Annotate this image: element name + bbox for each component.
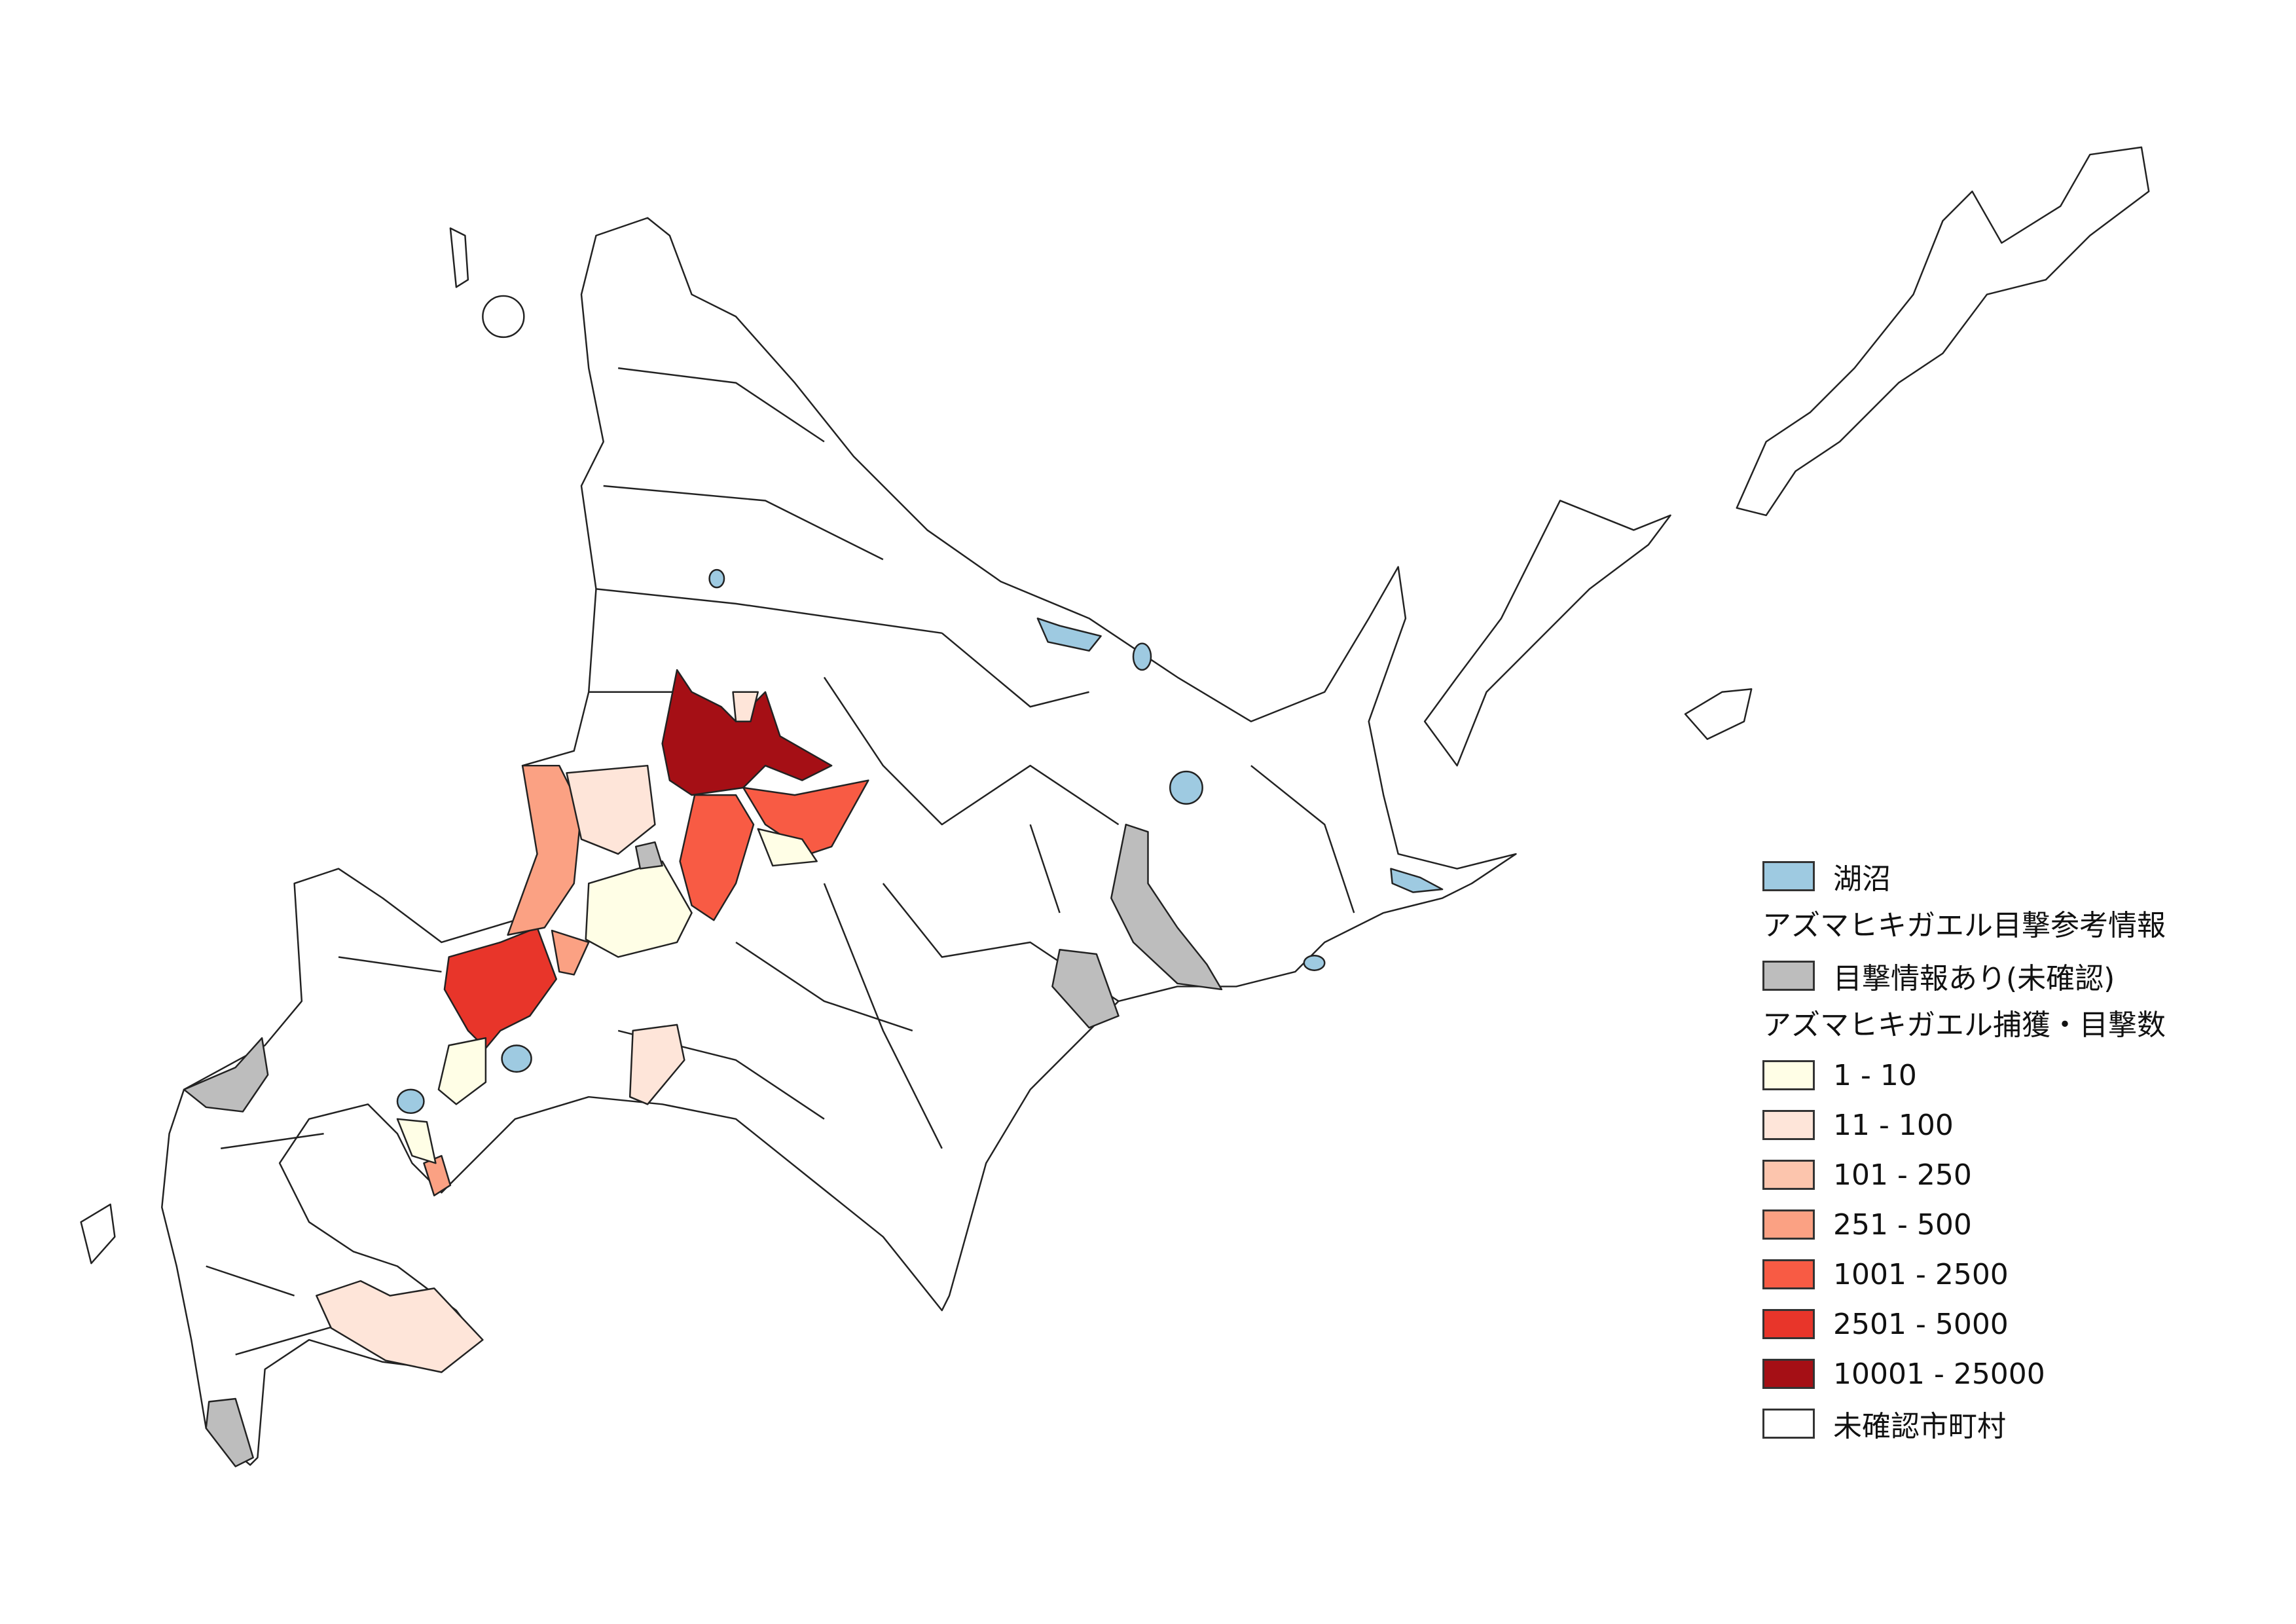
legend-label: 湖沼 — [1833, 862, 1891, 896]
legend-swatch — [1762, 1309, 1815, 1339]
legend-item-class: 1 - 10 — [1762, 1050, 2166, 1100]
legend-label: 101 - 250 — [1833, 1158, 1972, 1192]
hokkaido-mainland — [161, 217, 1517, 1466]
legend-label: 1 - 10 — [1833, 1058, 1917, 1092]
region-10001-25000 — [661, 669, 833, 796]
lakes — [396, 568, 1444, 1115]
legend-swatch — [1762, 1209, 1815, 1240]
legend-swatch-white — [1762, 1409, 1815, 1439]
mainland — [161, 217, 1517, 1466]
region-11-100-d — [732, 691, 759, 722]
region-251-500-a — [507, 764, 583, 936]
region-1-10-b — [437, 1037, 487, 1105]
legend-swatch — [1762, 1110, 1815, 1140]
iturup-island — [1736, 146, 2150, 517]
region-11-100-b — [629, 1024, 685, 1105]
region-1001-2500-a — [679, 794, 755, 921]
lake-toya — [396, 1088, 425, 1115]
okushiri-island — [80, 1203, 116, 1264]
region-11-100-a — [566, 764, 656, 855]
grey-region-d — [205, 1397, 254, 1467]
map-legend: 湖沼 アズマヒキガエル目撃参考情報 目撃情報あり(未確認) アズマヒキガエル捕獲… — [1762, 851, 2166, 1449]
region-2501-5000 — [443, 927, 558, 1050]
legend-item-unconfirmed: 未確認市町村 — [1762, 1399, 2166, 1449]
lake-furen — [1390, 868, 1444, 893]
rebun-island — [449, 227, 469, 288]
lake-kussharo — [1169, 770, 1203, 805]
legend-swatch-grey — [1762, 961, 1815, 991]
region-251-500-c — [423, 1154, 452, 1196]
region-1001-2500-b — [742, 779, 869, 855]
legend-item-class: 101 - 250 — [1762, 1150, 2166, 1200]
legend-heading-count: アズマヒキガエル捕獲・目撃数 — [1762, 1008, 2166, 1042]
islands — [80, 146, 2150, 1264]
grey-region-e — [634, 841, 663, 870]
legend-label: 251 - 500 — [1833, 1208, 1972, 1242]
region-11-100-c — [316, 1280, 484, 1373]
legend-swatch — [1762, 1359, 1815, 1389]
legend-label: 1001 - 2500 — [1833, 1257, 2009, 1291]
lake-shumarinai — [708, 568, 725, 589]
lake-akan — [1132, 642, 1152, 671]
kunashiri-island — [1423, 500, 1671, 767]
region-1-10-c — [757, 828, 818, 867]
grey-region-a — [1110, 823, 1223, 991]
legend-item-class: 1001 - 2500 — [1762, 1249, 2166, 1299]
legend-swatch — [1762, 1160, 1815, 1190]
legend-item-class: 2501 - 5000 — [1762, 1299, 2166, 1349]
lake-saroma — [1036, 618, 1102, 652]
legend-item-reference: 目撃情報あり(未確認) — [1762, 951, 2166, 1001]
lake-shikotsu — [501, 1044, 532, 1073]
shikotan-island — [1684, 688, 1753, 740]
legend-swatch-lake — [1762, 861, 1815, 891]
legend-heading-reference: アズマヒキガエル目撃参考情報 — [1762, 909, 2166, 942]
legend-label: 目撃情報あり(未確認) — [1833, 962, 2115, 995]
grey-region-b — [1051, 948, 1120, 1029]
legend-swatch — [1762, 1060, 1815, 1090]
legend-label: 11 - 100 — [1833, 1108, 1954, 1142]
legend-item-class: 10001 - 25000 — [1762, 1349, 2166, 1399]
sighting-regions — [183, 669, 1223, 1467]
legend-label: 2501 - 5000 — [1833, 1307, 2009, 1341]
region-1-10-d — [396, 1118, 437, 1164]
rishiri-island — [482, 295, 525, 339]
legend-label: 未確認市町村 — [1833, 1410, 2006, 1443]
region-251-500-b — [551, 929, 590, 976]
legend-item-class: 251 - 500 — [1762, 1200, 2166, 1249]
lake-akkeshi — [1303, 954, 1326, 971]
grey-region-c — [183, 1037, 269, 1113]
region-1-10-a — [585, 860, 693, 958]
legend-item-class: 11 - 100 — [1762, 1100, 2166, 1150]
legend-label: 10001 - 25000 — [1833, 1357, 2045, 1391]
boundary-lines — [206, 367, 1355, 1356]
legend-swatch — [1762, 1259, 1815, 1289]
legend-item-lake: 湖沼 — [1762, 851, 2166, 901]
municipality-boundaries — [206, 367, 1355, 1356]
